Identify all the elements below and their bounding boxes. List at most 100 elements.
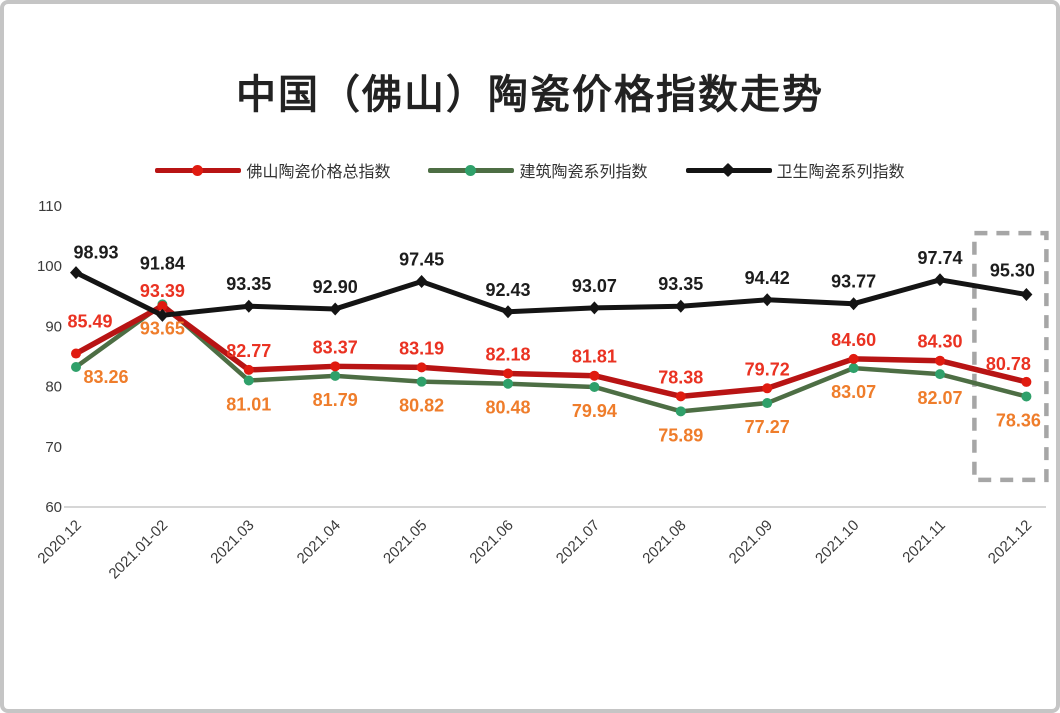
x-category-label: 2021.01-02 bbox=[106, 517, 172, 583]
data-point bbox=[416, 376, 427, 387]
legend-item-sanitary-series: 卫生陶瓷系列指数 bbox=[685, 158, 905, 182]
data-label: 97.74 bbox=[917, 248, 962, 268]
data-label: 80.82 bbox=[399, 396, 444, 416]
data-label: 94.42 bbox=[745, 268, 790, 288]
legend-label-building-series: 建筑陶瓷系列指数 bbox=[519, 164, 648, 181]
data-label: 92.90 bbox=[313, 277, 358, 297]
data-point bbox=[71, 348, 81, 359]
data-point bbox=[242, 299, 255, 313]
data-point bbox=[589, 381, 600, 392]
data-label: 84.60 bbox=[831, 330, 876, 350]
y-tick-label: 70 bbox=[45, 439, 62, 456]
data-point bbox=[762, 398, 773, 409]
data-point bbox=[1021, 376, 1032, 387]
data-point bbox=[589, 370, 600, 381]
y-tick-label: 110 bbox=[38, 198, 62, 215]
data-label: 91.84 bbox=[140, 253, 185, 273]
data-label: 82.18 bbox=[485, 344, 530, 364]
data-point bbox=[243, 364, 254, 375]
data-point bbox=[848, 353, 859, 364]
legend-item-total-index: 佛山陶瓷价格总指数 bbox=[155, 158, 390, 182]
data-label: 95.30 bbox=[990, 260, 1035, 280]
data-point bbox=[588, 301, 601, 315]
data-label: 84.30 bbox=[917, 332, 962, 352]
data-label: 93.35 bbox=[226, 274, 271, 294]
x-category-label: 2020.12 bbox=[34, 517, 84, 567]
data-point bbox=[1021, 391, 1032, 402]
data-point bbox=[415, 275, 428, 289]
chart-title: 中国（佛山）陶瓷价格指数走势 bbox=[236, 73, 824, 117]
x-category-label: 2021.08 bbox=[639, 517, 689, 567]
data-point bbox=[675, 391, 686, 402]
data-point bbox=[675, 406, 686, 417]
data-point bbox=[243, 375, 254, 386]
data-label: 75.89 bbox=[658, 425, 703, 445]
y-tick-label: 80 bbox=[45, 379, 62, 396]
data-label: 93.77 bbox=[831, 272, 876, 292]
data-label: 83.26 bbox=[83, 367, 128, 387]
data-label: 93.35 bbox=[658, 274, 703, 294]
x-category-label: 2021.12 bbox=[985, 517, 1035, 567]
data-label: 79.72 bbox=[745, 359, 790, 379]
x-category-label: 2021.11 bbox=[899, 517, 949, 567]
y-tick-label: 100 bbox=[37, 258, 62, 275]
data-point bbox=[674, 299, 687, 313]
legend-label-sanitary-series: 卫生陶瓷系列指数 bbox=[776, 164, 905, 181]
data-label: 93.07 bbox=[572, 276, 617, 296]
series-line-2 bbox=[73, 270, 1029, 318]
data-point bbox=[70, 266, 82, 280]
data-point bbox=[502, 305, 514, 319]
data-label: 92.43 bbox=[485, 280, 530, 300]
data-point bbox=[330, 370, 341, 381]
data-point bbox=[935, 355, 945, 366]
y-tick-label: 90 bbox=[45, 318, 62, 335]
legend-swatch-sanitary-series bbox=[685, 162, 772, 178]
data-point bbox=[934, 273, 946, 287]
x-category-label: 2021.04 bbox=[294, 517, 344, 567]
data-point bbox=[416, 362, 427, 373]
data-label: 93.39 bbox=[140, 281, 185, 301]
y-tick-label: 60 bbox=[45, 499, 62, 516]
legend-swatch-total-index bbox=[155, 163, 242, 177]
data-label: 98.93 bbox=[73, 243, 118, 263]
data-point bbox=[157, 300, 168, 311]
data-label: 97.45 bbox=[399, 250, 444, 270]
x-category-label: 2021.06 bbox=[466, 517, 516, 567]
series-line-0 bbox=[73, 303, 1030, 400]
highlight-box bbox=[972, 230, 1049, 483]
legend-swatch-building-series bbox=[428, 163, 515, 177]
data-label: 81.01 bbox=[226, 395, 271, 415]
data-label: 81.81 bbox=[572, 347, 617, 367]
data-label: 80.78 bbox=[986, 354, 1031, 374]
legend-item-building-series: 建筑陶瓷系列指数 bbox=[428, 158, 648, 182]
data-label: 83.37 bbox=[313, 337, 358, 357]
data-label: 78.38 bbox=[658, 367, 703, 387]
data-label: 78.36 bbox=[996, 410, 1041, 430]
legend-label-total-index: 佛山陶瓷价格总指数 bbox=[246, 164, 391, 181]
data-point bbox=[848, 363, 859, 374]
data-label: 81.79 bbox=[313, 390, 358, 410]
data-point bbox=[503, 378, 513, 389]
legend: 佛山陶瓷价格总指数 建筑陶瓷系列指数 卫生陶瓷系列指数 bbox=[0, 158, 1060, 182]
x-category-label: 2021.10 bbox=[812, 517, 862, 567]
data-label: 83.19 bbox=[399, 338, 444, 358]
data-point bbox=[761, 293, 774, 307]
x-category-label: 2021.09 bbox=[726, 517, 776, 567]
data-point bbox=[847, 297, 860, 311]
data-point bbox=[935, 369, 945, 380]
data-point bbox=[71, 361, 81, 372]
data-label: 82.07 bbox=[917, 388, 962, 408]
data-point bbox=[1020, 287, 1033, 301]
x-category-label: 2021.03 bbox=[207, 517, 257, 567]
data-point bbox=[330, 361, 341, 372]
x-category-label: 2021.05 bbox=[380, 517, 430, 567]
data-label: 85.49 bbox=[67, 312, 112, 332]
data-label: 77.27 bbox=[745, 417, 790, 437]
series-line-1 bbox=[73, 302, 1029, 414]
data-point bbox=[329, 302, 342, 316]
data-label: 79.94 bbox=[572, 401, 617, 421]
data-point bbox=[156, 308, 169, 322]
x-category-label: 2021.07 bbox=[553, 517, 603, 567]
data-label: 93.65 bbox=[140, 318, 185, 338]
